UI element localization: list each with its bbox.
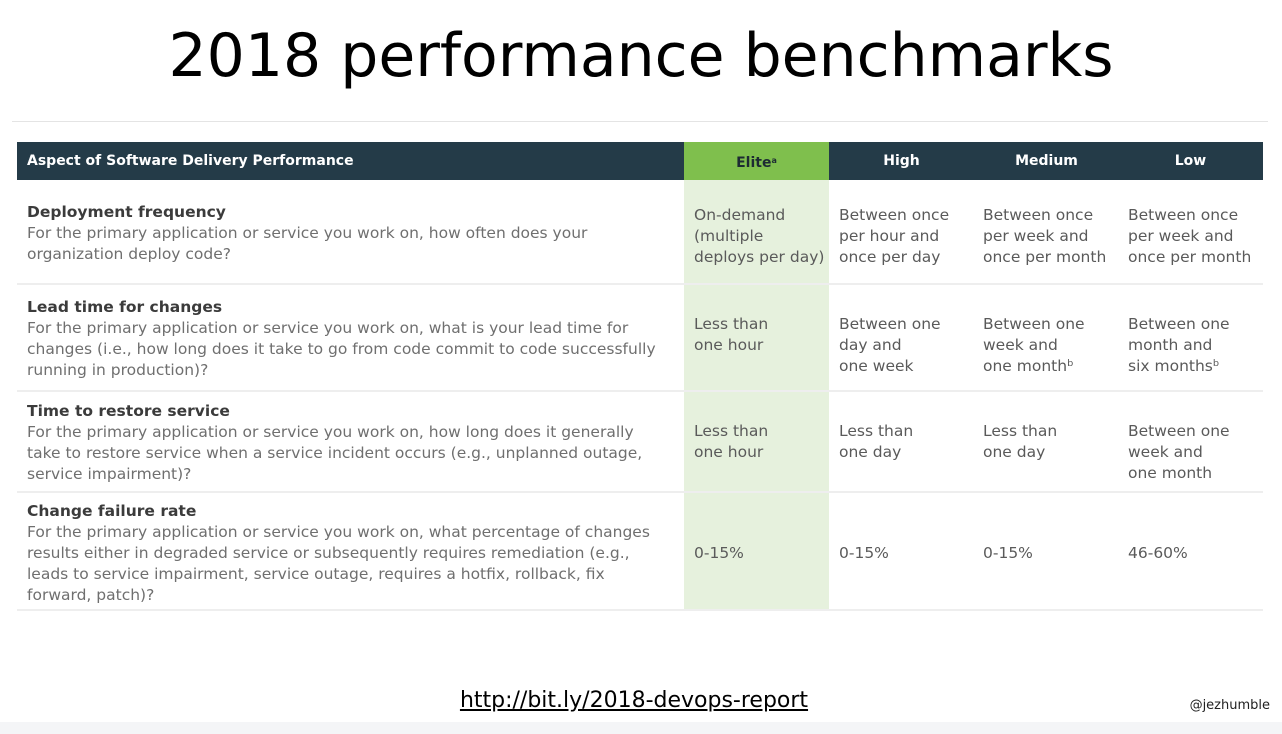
table-row-deployment-frequency: Deployment frequency For the primary app… bbox=[17, 180, 1263, 285]
cell-low: Between one week and one month bbox=[1128, 422, 1230, 482]
cell-elite: 0-15% bbox=[694, 544, 744, 562]
row-question: Change failure rate For the primary appl… bbox=[27, 501, 667, 606]
cell-low: Between one month and six monthsᵇ bbox=[1128, 315, 1230, 375]
cell-elite: Less than one hour bbox=[694, 422, 769, 461]
cell-low: Between once per week and once per month bbox=[1128, 206, 1252, 266]
row-question: Lead time for changes For the primary ap… bbox=[27, 297, 667, 381]
header-elite-label: Elite bbox=[736, 155, 772, 171]
cell-high: Between one day and one week bbox=[839, 315, 941, 375]
row-question-text: For the primary application or service y… bbox=[27, 523, 650, 604]
header-low: Low bbox=[1174, 153, 1207, 169]
row-title: Time to restore service bbox=[27, 402, 230, 420]
cell-medium: Between once per week and once per month bbox=[983, 206, 1107, 266]
cell-high: Between once per hour and once per day bbox=[839, 206, 950, 266]
title-divider bbox=[12, 121, 1268, 122]
elite-column-highlight bbox=[684, 180, 829, 611]
row-question: Deployment frequency For the primary app… bbox=[27, 202, 667, 265]
header-elite-footnote: a bbox=[771, 156, 777, 165]
report-link[interactable]: http://bit.ly/2018-devops-report bbox=[459, 688, 809, 713]
table-header: Aspect of Software Delivery Performance … bbox=[17, 142, 1263, 180]
cell-medium: Less than one day bbox=[983, 422, 1058, 461]
benchmarks-table: Aspect of Software Delivery Performance … bbox=[17, 142, 1263, 611]
cell-high: 0-15% bbox=[839, 544, 889, 562]
row-title: Change failure rate bbox=[27, 502, 197, 520]
header-elite: Elitea bbox=[684, 142, 829, 180]
row-question: Time to restore service For the primary … bbox=[27, 401, 667, 485]
row-title: Deployment frequency bbox=[27, 203, 226, 221]
author-handle: @jezhumble bbox=[1189, 698, 1270, 713]
row-question-text: For the primary application or service y… bbox=[27, 423, 643, 483]
cell-elite: Less than one hour bbox=[694, 315, 769, 354]
row-title: Lead time for changes bbox=[27, 298, 223, 316]
table-row-change-failure-rate: Change failure rate For the primary appl… bbox=[17, 493, 1263, 611]
header-medium: Medium bbox=[1015, 153, 1078, 169]
row-question-text: For the primary application or service y… bbox=[27, 224, 588, 263]
slide-title: 2018 performance benchmarks bbox=[168, 21, 1114, 91]
row-question-text: For the primary application or service y… bbox=[27, 319, 656, 379]
header-aspect: Aspect of Software Delivery Performance bbox=[27, 153, 354, 169]
bottom-strip bbox=[0, 722, 1282, 734]
cell-medium: Between one week and one monthᵇ bbox=[983, 315, 1085, 375]
cell-high: Less than one day bbox=[839, 422, 914, 461]
cell-elite: On-demand (multiple deploys per day) bbox=[694, 206, 825, 266]
table-row-time-to-restore: Time to restore service For the primary … bbox=[17, 392, 1263, 493]
header-high: High bbox=[883, 153, 920, 169]
table-row-lead-time: Lead time for changes For the primary ap… bbox=[17, 285, 1263, 392]
cell-low: 46-60% bbox=[1128, 544, 1188, 562]
cell-medium: 0-15% bbox=[983, 544, 1033, 562]
